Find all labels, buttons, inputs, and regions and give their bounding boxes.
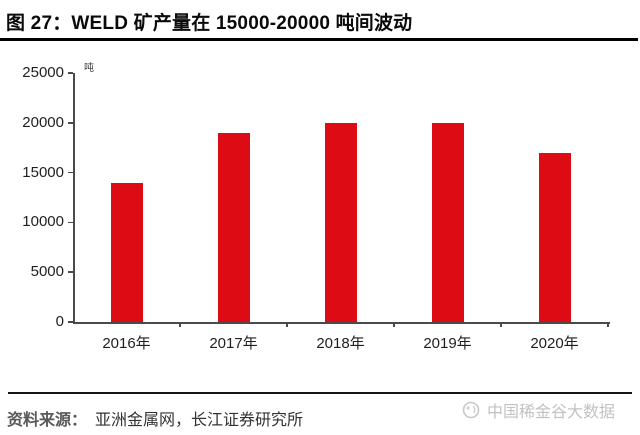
- x-axis-line: [73, 322, 610, 324]
- title-underline: [0, 38, 638, 41]
- x-axis-tick-label: 2019年: [423, 335, 472, 352]
- x-axis-tick-mark: [286, 322, 288, 327]
- y-axis-tick-mark: [68, 271, 73, 273]
- y-axis-tick-label: 20000: [22, 113, 64, 131]
- bar-2017年: [217, 132, 250, 322]
- figure-title: 图 27：WELD 矿产量在 15000-20000 吨间波动: [6, 13, 413, 34]
- source-line: 资料来源： 亚洲金属网，长江证券研究所: [7, 406, 303, 430]
- bar-2019年: [431, 122, 464, 322]
- y-axis-tick-mark: [68, 122, 73, 124]
- x-axis-tick-mark: [179, 322, 181, 327]
- watermark-text: 中国稀金谷大数据: [487, 404, 616, 421]
- y-axis-tick-mark: [68, 72, 73, 74]
- x-axis-tick-mark: [393, 322, 395, 327]
- y-axis-tick-label: 15000: [22, 163, 64, 181]
- watermark: 中国稀金谷大数据: [461, 398, 615, 422]
- y-axis-line: [73, 73, 75, 322]
- source-label: 资料来源：: [7, 412, 88, 429]
- y-axis-tick-label: 10000: [22, 213, 64, 231]
- source-text: 亚洲金属网，长江证券研究所: [95, 412, 304, 429]
- y-axis-tick-label: 25000: [22, 64, 64, 81]
- bar-2016年: [110, 182, 143, 322]
- y-axis-unit-label: 吨: [84, 63, 94, 74]
- y-axis-tick-mark: [68, 171, 73, 174]
- footer-divider: [8, 392, 632, 395]
- y-axis-tick-label: 0: [55, 313, 64, 330]
- x-axis-tick-mark: [607, 322, 609, 327]
- x-axis-tick-label: 2018年: [316, 335, 365, 352]
- x-axis-tick-label: 2020年: [530, 335, 579, 352]
- x-axis-tick-label: 2017年: [209, 335, 258, 352]
- x-axis-tick-label: 2016年: [102, 335, 151, 352]
- x-axis-tick-mark: [500, 322, 502, 327]
- y-axis-tick-label: 5000: [30, 263, 64, 281]
- y-axis-tick-mark: [68, 221, 73, 224]
- y-axis-tick-mark: [68, 321, 73, 323]
- bar-2020年: [538, 152, 571, 322]
- bar-2018年: [324, 122, 357, 322]
- watermark-logo-icon: [462, 401, 480, 419]
